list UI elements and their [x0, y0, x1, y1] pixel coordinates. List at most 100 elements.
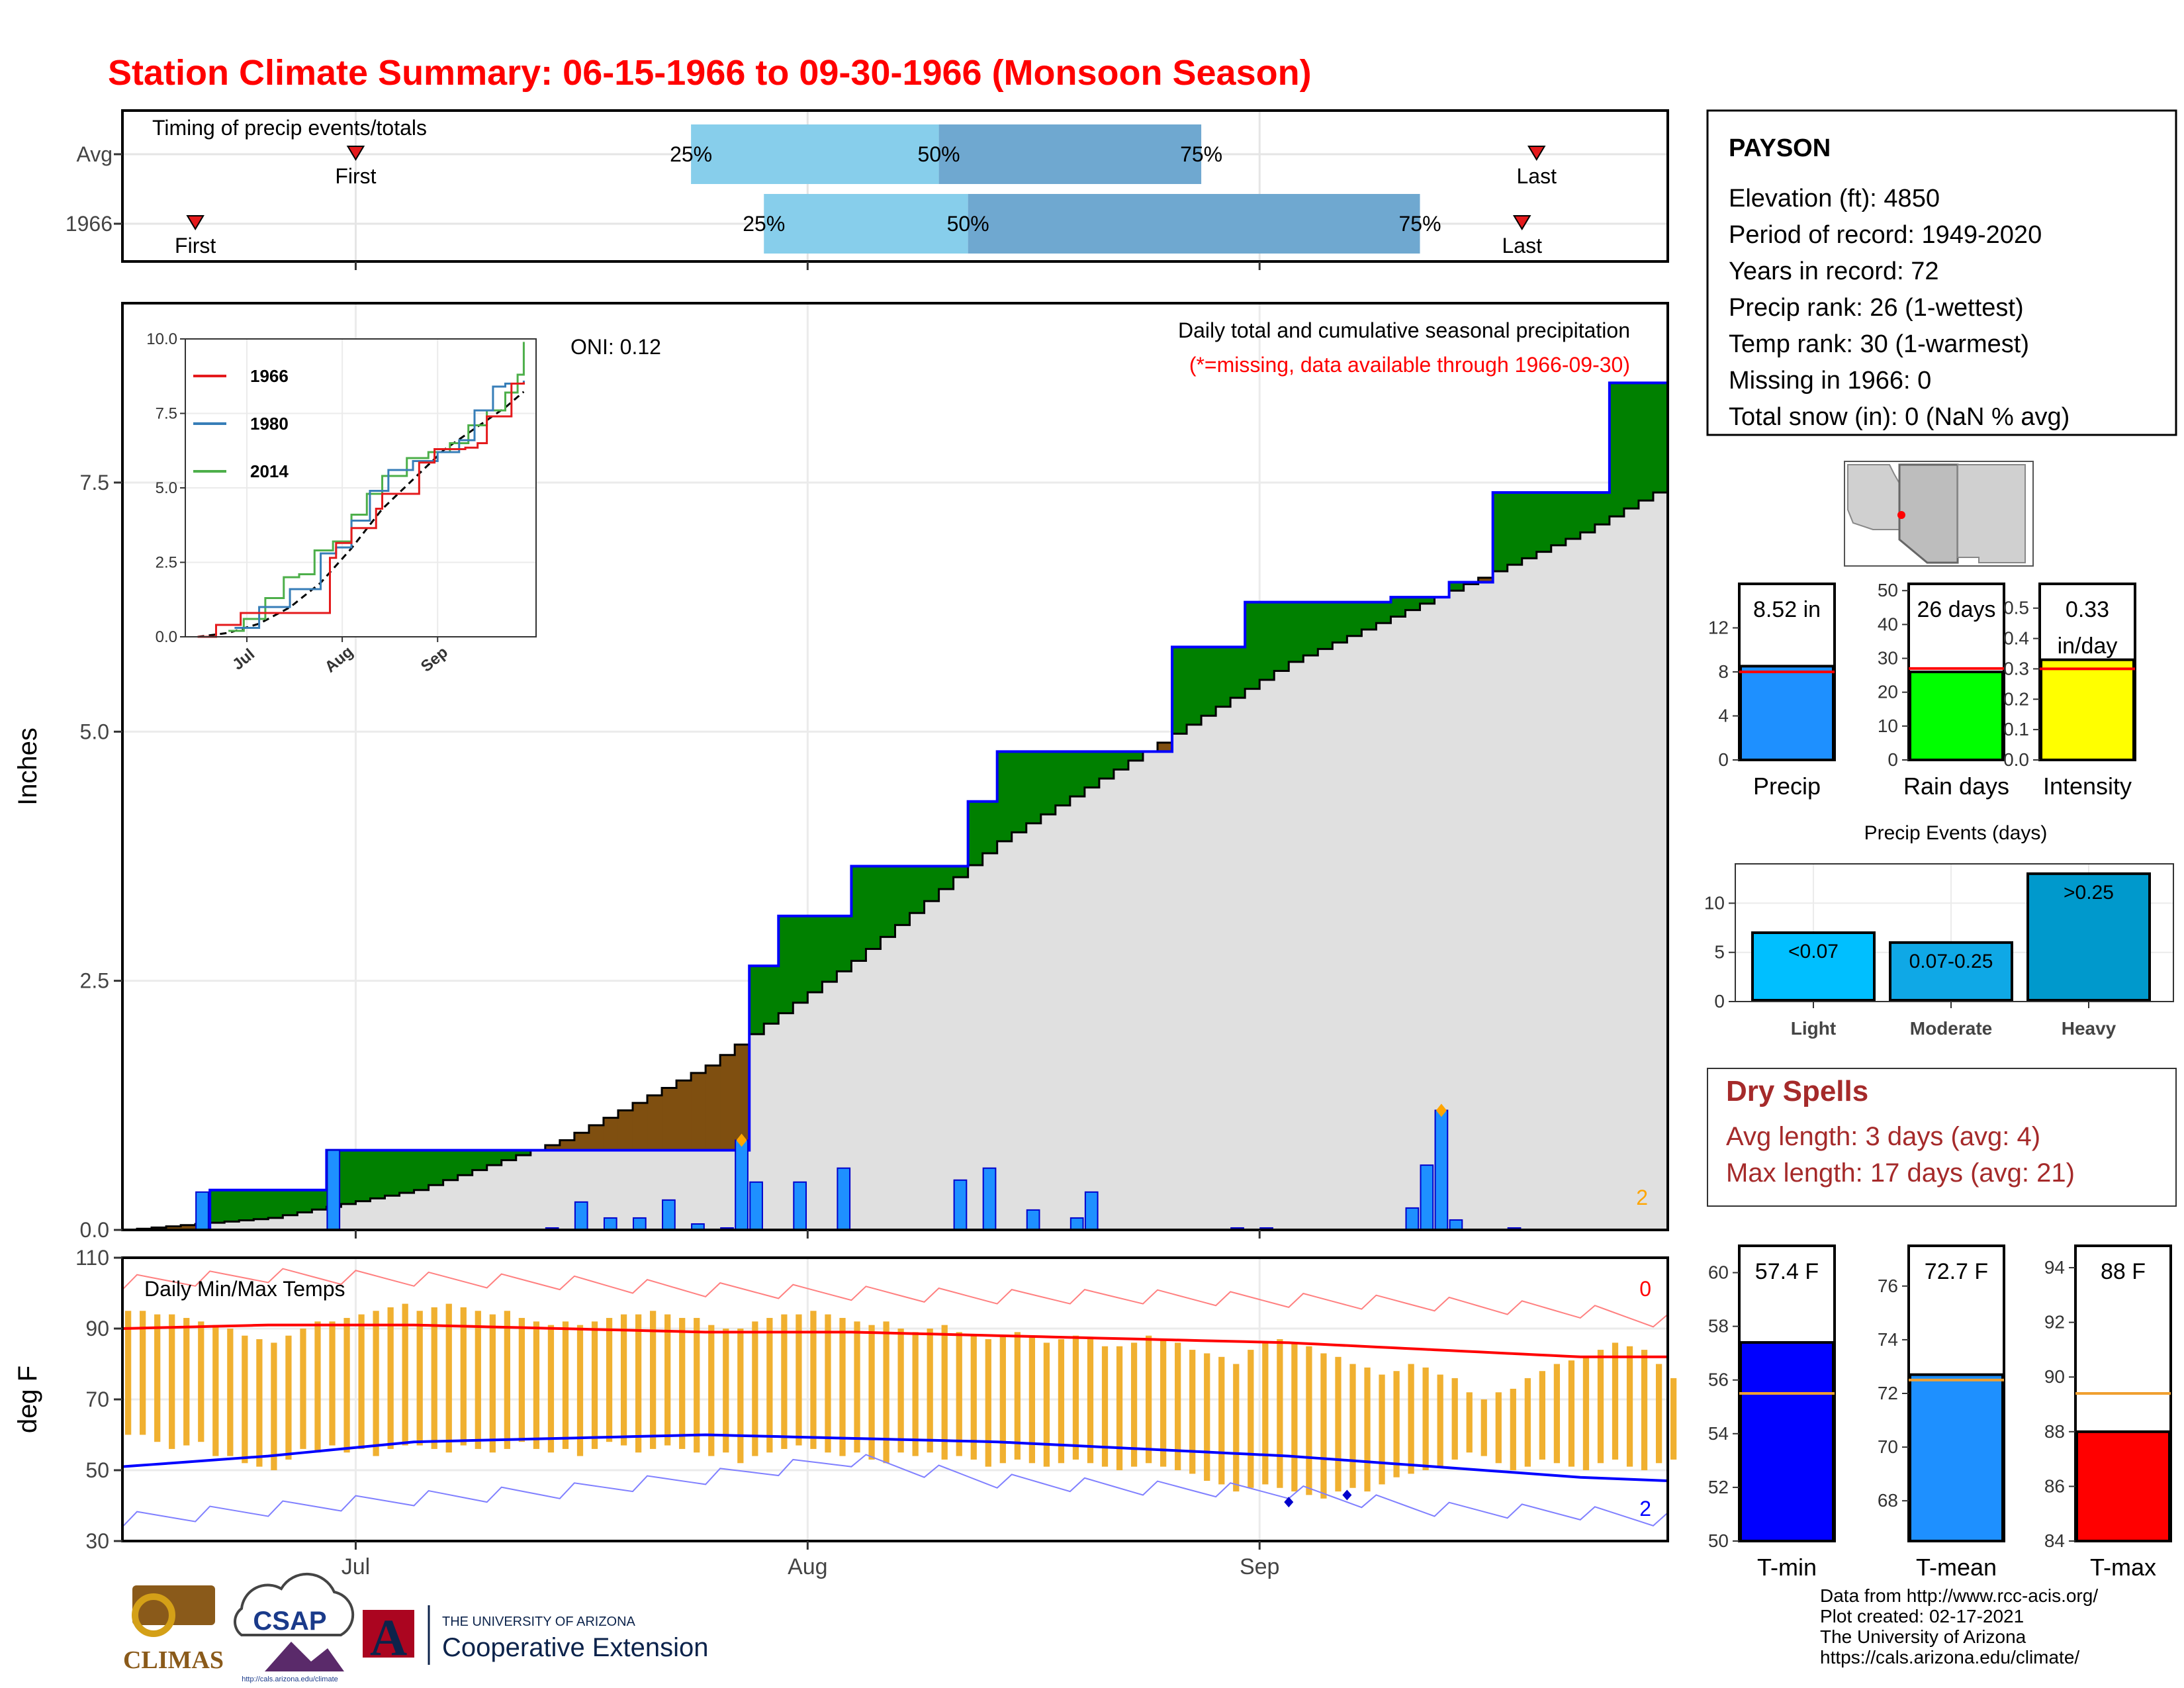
daily-temp-range-bar: [1524, 1378, 1531, 1467]
surplus-segment: [851, 866, 867, 961]
daily-temp-range-bar: [329, 1321, 336, 1446]
daily-precip-bar: [1449, 1219, 1463, 1231]
timing-last-label-0: Last: [1517, 164, 1557, 188]
events-ytick-label-2: 10: [1704, 892, 1725, 913]
timing-last-marker-0: [1527, 146, 1546, 161]
surplus-segment: [486, 1150, 502, 1166]
deficit-segment: [181, 1225, 196, 1230]
daily-temp-range-bar: [475, 1311, 481, 1449]
daily-temp-range-bar: [1393, 1371, 1400, 1477]
station-line-4: Temp rank: 30 (1-warmest): [1729, 330, 2029, 358]
daily-temp-range-bar: [664, 1314, 671, 1446]
daily-temp-range-bar: [1612, 1342, 1619, 1460]
precip-summary-ytick-label-2-4: 0.4: [2003, 628, 2029, 649]
x-axis-label-aug: Aug: [788, 1554, 828, 1579]
ua-university-name: THE UNIVERSITY OF ARIZONA: [442, 1615, 636, 1629]
daily-temp-range-bar: [1422, 1367, 1429, 1470]
surplus-segment: [1172, 647, 1187, 734]
surplus-segment: [1259, 602, 1275, 680]
deficit-segment: [166, 1226, 181, 1230]
deficit-segment: [545, 1145, 561, 1150]
credit-plot-created: Plot created: 02-17-2021: [1820, 1606, 2024, 1626]
credit-university: The University of Arizona: [1820, 1626, 2026, 1647]
precip-summary-value-label-0-0: 8.52 in: [1753, 597, 1821, 622]
events-category-light: Light: [1791, 1018, 1836, 1039]
daily-temp-range-bar: [1364, 1367, 1371, 1492]
map-california: [1847, 464, 1900, 530]
precip-summary-ytick-label-0-2: 8: [1718, 661, 1729, 682]
daily-temp-range-bar: [1480, 1399, 1487, 1456]
surplus-segment: [355, 1150, 371, 1201]
station-info-box: PAYSON Elevation (ft): 4850 Period of rec…: [1706, 109, 2177, 436]
surplus-segment: [1536, 492, 1552, 552]
daily-temp-range-bar: [1028, 1335, 1036, 1464]
daily-temp-range-bar: [941, 1325, 948, 1460]
daily-temp-range-bar: [985, 1339, 991, 1467]
map-new-mexico: [1957, 464, 2026, 563]
station-line-3: Precip rank: 26 (1-wettest): [1729, 294, 2024, 322]
surplus-segment: [1405, 597, 1421, 610]
daily-temp-range-bar: [518, 1317, 525, 1442]
daily-temp-range-bar: [373, 1311, 379, 1456]
surplus-segment: [428, 1150, 444, 1186]
daily-precip-bar: [632, 1217, 647, 1231]
temp-gridlines: [122, 1256, 1668, 1542]
daily-precip-bar: [326, 1149, 341, 1231]
daily-temp-range-bar: [1291, 1342, 1298, 1492]
temp-line-record-min: [122, 1454, 1668, 1528]
daily-temp-range-bar: [1233, 1364, 1240, 1492]
surplus-segment: [880, 866, 896, 937]
daily-temp-range-bar: [679, 1317, 686, 1449]
temp-summary-ytick-label-0-4: 58: [1708, 1316, 1729, 1336]
surplus-segment: [778, 915, 794, 1013]
surplus-segment: [953, 866, 969, 878]
daily-temp-range-bar: [1072, 1335, 1079, 1460]
inset-xtick-label-0: Jul: [229, 645, 258, 674]
precip-events-chart: Precip Events (days) <0.07 0.07-0.25 >0.25…: [1704, 822, 2174, 1039]
surplus-segment: [239, 1190, 254, 1221]
climas-wordmark: CLIMAS: [123, 1646, 224, 1674]
csap-url: http://cals.arizona.edu/climate: [242, 1675, 338, 1683]
temp-ytick-label-2: 70: [85, 1387, 109, 1411]
deficit-segment: [1158, 742, 1173, 752]
daily-temp-range-bar: [125, 1311, 132, 1435]
precip-summary-value-label-2-1: in/day: [2058, 633, 2118, 659]
daily-precip-bar: [662, 1199, 676, 1231]
daily-temp-range-bar: [154, 1314, 161, 1442]
events-category-moderate: Moderate: [1910, 1018, 1992, 1039]
inset-ytick-label-1: 2.5: [156, 554, 177, 572]
inset-legend-label-1: 1980: [250, 414, 289, 434]
surplus-segment: [414, 1150, 430, 1190]
record-min-marker: [1342, 1489, 1352, 1501]
dry-spells-frame: [1707, 1068, 2177, 1207]
daily-temp-range-bar: [314, 1321, 321, 1453]
daily-temp-range-bar: [416, 1311, 423, 1446]
inset-series-lines: [197, 342, 525, 638]
daily-precip-bar: [1420, 1164, 1434, 1231]
daily-temp-range-bar: [358, 1314, 365, 1449]
timing-p50-label-1: 50%: [947, 212, 989, 236]
daily-temp-range-bar: [1175, 1342, 1181, 1470]
precip-chart-title: Daily total and cumulative seasonal prec…: [1178, 318, 1630, 342]
surplus-segment: [1055, 751, 1071, 806]
precip-summary-chart-0: 0 4 8 12 8.52 in Precip: [1708, 583, 1836, 800]
csap-wordmark: CSAP: [253, 1607, 326, 1636]
daily-temp-range-bar: [708, 1325, 715, 1456]
daily-temp-range-bar: [796, 1314, 802, 1446]
locator-map: [1844, 461, 2034, 567]
deficit-segment: [691, 1072, 706, 1150]
station-line-5: Missing in 1966: 0: [1729, 367, 1931, 395]
temp-summary-name-0: T-min: [1757, 1554, 1817, 1581]
precip-summary-bars: 0 4 8 12 8.52 in Precip 0 10 20 30 40 50 26 days Rain…: [1708, 580, 2136, 800]
surplus-segment: [1376, 602, 1392, 624]
inset-legend: 1966 1980 2014: [193, 366, 289, 481]
deficit-segment: [735, 1045, 750, 1150]
temp-summary-ytick-label-0-3: 56: [1708, 1370, 1729, 1390]
timing-row-label-0: Avg: [76, 142, 113, 166]
temp-summary-value-label-2-0: 88 F: [2101, 1259, 2146, 1284]
daily-temp-range-bar: [1568, 1360, 1575, 1467]
precip-summary-value-label-1-0: 26 days: [1917, 597, 1995, 622]
temp-line-avg-max: [122, 1323, 1668, 1358]
surplus-segment: [1580, 492, 1596, 533]
daily-precip-bar: [793, 1181, 807, 1231]
